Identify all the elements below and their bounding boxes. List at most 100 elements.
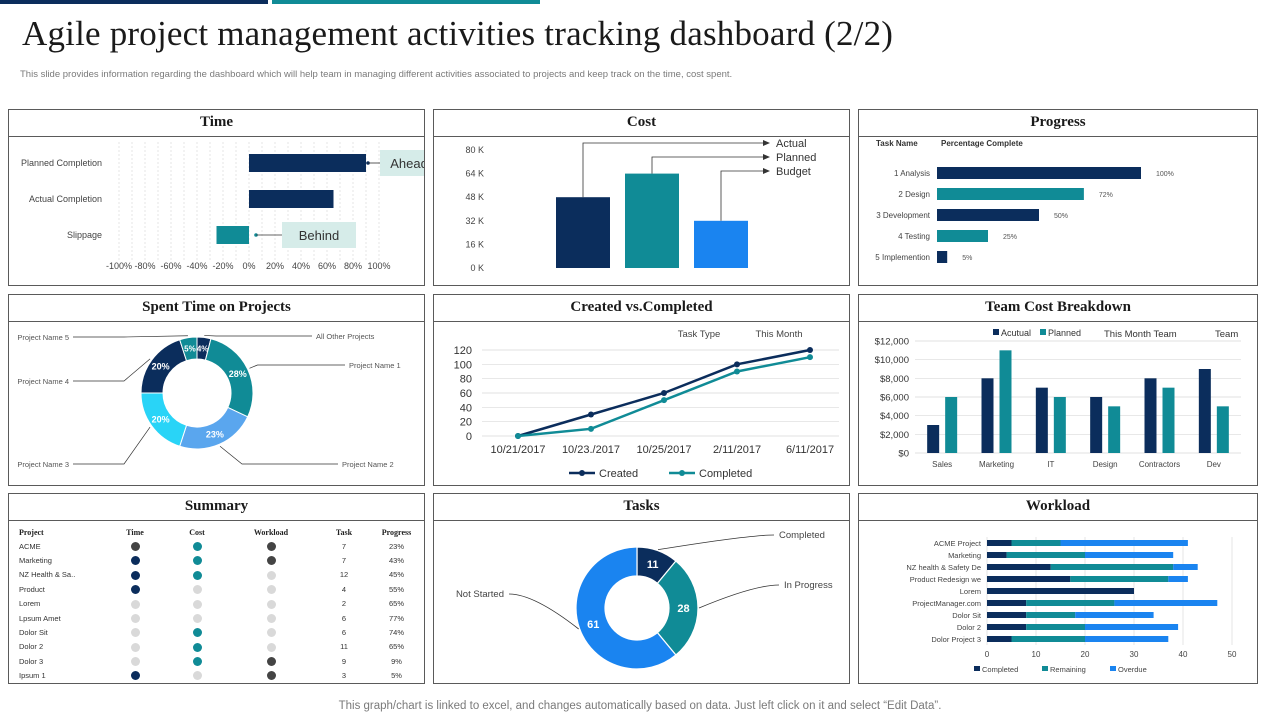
teamcost-bar bbox=[1053, 397, 1066, 453]
summary-task-value: 6 bbox=[341, 628, 347, 638]
summary-time-cell bbox=[104, 625, 166, 639]
created-y-tick: 120 bbox=[454, 345, 472, 357]
status-dot-icon bbox=[130, 671, 140, 681]
tasks-leader-line bbox=[657, 534, 775, 551]
status-dot-icon bbox=[192, 628, 202, 638]
summary-row: Dolor 2 11 65% bbox=[15, 640, 419, 654]
workload-bar-segment bbox=[987, 564, 1051, 570]
time-chart: -100% -80% -60% -40% -20% 0% 20% 40% 60% 80% 100% P… bbox=[21, 142, 424, 271]
teamcost-x-label: Contractors bbox=[1139, 460, 1180, 469]
cost-leader-line bbox=[720, 170, 764, 221]
workload-category-label: Dolor Project 3 bbox=[931, 635, 981, 644]
status-dot-icon bbox=[266, 613, 276, 623]
teamcost-title: Team Cost Breakdown bbox=[859, 295, 1257, 322]
workload-bar-segment bbox=[1026, 600, 1115, 606]
summary-progress-value: 9% bbox=[391, 656, 402, 666]
teamcost-header-label: This Month Team bbox=[1104, 329, 1177, 340]
spent-slice-label: 20% bbox=[152, 362, 170, 372]
summary-progress-value: 43% bbox=[388, 556, 404, 566]
status-dot-icon bbox=[192, 671, 202, 681]
teamcost-legend-label: Acutual bbox=[1001, 328, 1031, 338]
workload-bar-segment bbox=[987, 552, 1007, 558]
workload-bar-segment bbox=[1075, 612, 1154, 618]
cost-panel: Cost 0 K 16 K 32 K 48 K 64 K 80 K Actual Planne… bbox=[433, 109, 850, 286]
teamcost-bar bbox=[945, 397, 958, 453]
tasks-slice bbox=[656, 560, 699, 656]
status-dot-icon bbox=[130, 585, 140, 595]
cost-leader-line bbox=[651, 156, 764, 174]
created-point bbox=[661, 397, 667, 404]
workload-legend-label: Overdue bbox=[1118, 665, 1147, 674]
summary-time-cell bbox=[104, 669, 166, 683]
time-tick-label: -80% bbox=[134, 261, 155, 271]
workload-bar-segment bbox=[1011, 636, 1085, 642]
summary-progress-value: 65% bbox=[388, 599, 404, 609]
tasks-category-label: In Progress bbox=[784, 580, 833, 591]
created-y-tick: 100 bbox=[454, 359, 472, 371]
status-dot-icon bbox=[266, 570, 276, 580]
created-y-tick: 20 bbox=[460, 417, 472, 429]
tasks-category-label: Not Started bbox=[456, 589, 504, 600]
time-behind-label: Behind bbox=[299, 228, 339, 243]
time-category-label: Actual Completion bbox=[29, 194, 102, 204]
summary-row: Lorem 2 65% bbox=[15, 597, 419, 611]
summary-progress-value: 77% bbox=[388, 613, 404, 623]
time-behind-callout bbox=[282, 222, 356, 248]
workload-x-tick: 40 bbox=[1179, 650, 1188, 659]
teamcost-y-tick: $2,000 bbox=[880, 430, 909, 441]
summary-row: Dolor Sit 6 74% bbox=[15, 625, 419, 639]
time-tick-label: 20% bbox=[266, 261, 284, 271]
workload-bar-segment bbox=[1006, 552, 1085, 558]
cost-chart: 0 K 16 K 32 K 48 K 64 K 80 K Actual Planned Budg… bbox=[465, 138, 816, 273]
summary-row: Product 4 55% bbox=[15, 582, 419, 596]
spent-category-label: All Other Projects bbox=[316, 332, 375, 341]
status-dot-icon bbox=[192, 599, 202, 609]
status-dot-icon bbox=[192, 556, 202, 566]
tasks-leader-line bbox=[508, 593, 579, 630]
teamcost-legend-swatch bbox=[1040, 329, 1046, 335]
workload-bar-segment bbox=[1011, 540, 1061, 546]
summary-cost-cell bbox=[166, 568, 228, 582]
time-tick-label: 40% bbox=[292, 261, 310, 271]
spent-slice bbox=[179, 406, 249, 450]
status-dot-icon bbox=[266, 585, 276, 595]
summary-cost-cell bbox=[166, 669, 228, 683]
cost-legend-label: Planned bbox=[776, 152, 816, 164]
page-subtitle: This slide provides information regardin… bbox=[20, 69, 733, 80]
progress-value-label: 100% bbox=[1156, 171, 1174, 178]
workload-legend-label: Completed bbox=[982, 665, 1018, 674]
spent-leader-line bbox=[73, 335, 188, 338]
summary-cost-cell bbox=[166, 539, 228, 553]
spent-leader-line bbox=[73, 426, 151, 465]
top-accent-bar-right bbox=[272, 0, 540, 4]
teamcost-y-tick: $10,000 bbox=[875, 355, 909, 366]
progress-bar bbox=[937, 230, 988, 242]
teamcost-x-label: Marketing bbox=[979, 460, 1014, 469]
cost-bar bbox=[625, 173, 679, 268]
workload-category-label: Lorem bbox=[960, 587, 981, 596]
status-dot-icon bbox=[192, 585, 202, 595]
progress-panel: Progress Task Name Percentage Complete 1 A… bbox=[858, 109, 1258, 286]
tasks-slice-value: 11 bbox=[647, 559, 659, 571]
summary-row: Lpsum Amet 6 77% bbox=[15, 611, 419, 625]
time-tick-label: 100% bbox=[367, 261, 390, 271]
spent-leader-line bbox=[219, 445, 338, 465]
time-bar bbox=[216, 226, 249, 244]
created-legend-marker bbox=[679, 470, 685, 476]
summary-time-cell bbox=[104, 582, 166, 596]
spent-category-label: Project Name 2 bbox=[342, 460, 394, 469]
workload-legend-swatch bbox=[1110, 666, 1116, 671]
summary-workload-cell bbox=[228, 654, 314, 668]
progress-col-header: Percentage Complete bbox=[941, 139, 1023, 148]
cost-tick-label: 32 K bbox=[465, 216, 484, 226]
summary-time-cell bbox=[104, 568, 166, 582]
summary-row: Dolor 3 9 9% bbox=[15, 654, 419, 668]
tasks-leader-line bbox=[698, 584, 780, 609]
tasks-slice-value: 28 bbox=[677, 603, 689, 615]
cost-leader-line bbox=[582, 142, 764, 198]
teamcost-bar bbox=[1090, 397, 1103, 453]
status-dot-icon bbox=[266, 657, 276, 667]
page-title: Agile project management activities trac… bbox=[22, 14, 894, 53]
created-panel: Created vs.Completed Task Type This Month… bbox=[433, 294, 850, 486]
workload-category-label: Marketing bbox=[948, 551, 981, 560]
